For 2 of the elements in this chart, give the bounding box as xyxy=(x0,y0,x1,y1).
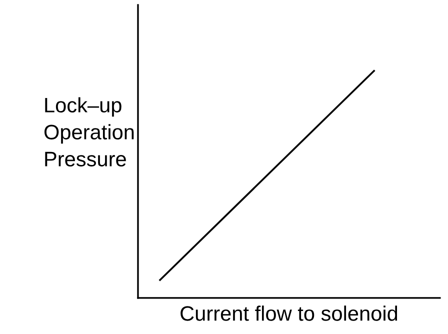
x-axis-title: Current flow to solenoid xyxy=(180,306,398,321)
y-axis-title: Lock–up Operation Pressure xyxy=(44,97,134,166)
